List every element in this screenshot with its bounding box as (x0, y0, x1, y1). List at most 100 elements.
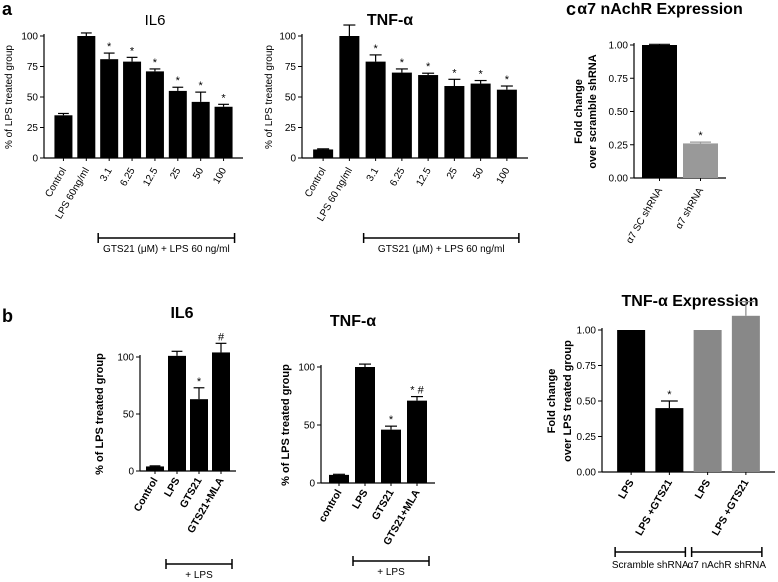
group-label: + LPS (377, 567, 405, 578)
bar (313, 149, 334, 158)
y-axis-label: % of LPS treated group (4, 45, 15, 149)
bar (655, 408, 684, 472)
significance-marker: * (426, 61, 431, 73)
significance-marker: * (197, 376, 202, 388)
significance-marker: * (107, 41, 112, 53)
significance-marker: * (667, 389, 672, 401)
significance-marker: * (199, 80, 204, 92)
group-label: + LPS (185, 570, 213, 581)
y-tick-label: 0 (128, 467, 134, 478)
significance-marker: * (373, 43, 378, 55)
bar (329, 474, 349, 483)
chart-a_il6: IL6% of LPS treated group0255075100Contr… (4, 12, 243, 255)
bar (191, 101, 210, 158)
y-axis-label: over scramble shRNA (587, 54, 599, 168)
category-label: LPS (693, 478, 714, 502)
category-label: α7 SC shRNA (624, 186, 665, 246)
y-axis-label: % of LPS treated group (94, 353, 106, 475)
y-axis-label: over LPS treated group (562, 340, 574, 462)
bar (339, 36, 360, 158)
category-label: 100 (495, 166, 513, 186)
y-tick-label: 1.00 (577, 326, 597, 337)
category-label: 6.25 (388, 166, 407, 189)
panel-label-b: b (2, 306, 13, 326)
bar (146, 466, 164, 471)
bar (391, 72, 412, 158)
y-axis-label: Fold change (573, 79, 585, 144)
category-label: LPS (616, 478, 637, 502)
significance-marker: * (176, 75, 181, 87)
significance-marker: * (505, 74, 510, 86)
y-tick-label: 0.00 (577, 468, 597, 479)
y-tick-label: 1.00 (609, 41, 629, 52)
chart-title: TNF-α (330, 313, 376, 330)
y-tick-label: 50 (123, 410, 135, 421)
significance-marker: * (698, 130, 703, 142)
bar (100, 59, 119, 158)
category-label: 12.5 (141, 166, 160, 189)
bar (731, 315, 760, 472)
bar (77, 36, 96, 158)
bar (145, 71, 164, 158)
bar (444, 86, 465, 158)
y-tick-label: 75 (27, 62, 39, 73)
category-label: 50 (471, 166, 486, 182)
bar (470, 83, 491, 158)
chart-a_tnf: TNF-α % of LPS treated group 0 25 50 75 100 Con… (264, 12, 528, 255)
category-label: LPS (350, 488, 371, 512)
y-tick-label: 25 (285, 123, 297, 134)
y-axis-label: % of LPS treated group (264, 45, 275, 149)
significance-marker: * (153, 57, 158, 69)
category-label: 25 (168, 166, 183, 182)
chart-title: IL6 (145, 12, 166, 29)
y-tick-label: 50 (27, 93, 39, 104)
category-label: LPS (162, 476, 183, 500)
y-tick-label: 100 (298, 363, 315, 374)
category-label: Control (132, 475, 161, 513)
significance-marker: * (400, 57, 405, 69)
bar (407, 400, 427, 483)
y-tick-label: 0.25 (577, 432, 597, 443)
y-tick-label: 75 (285, 62, 297, 73)
panel-label-a: a (2, 0, 13, 19)
y-tick-label: 0 (309, 479, 315, 490)
y-tick-label: 0 (32, 154, 38, 165)
bar (418, 75, 439, 158)
bar (190, 399, 208, 471)
bar (54, 115, 73, 158)
y-tick-label: 100 (279, 32, 296, 43)
bar (496, 89, 517, 158)
y-tick-label: 0.50 (577, 397, 597, 408)
y-tick-label: 0.50 (609, 107, 629, 118)
category-label: 3.1 (98, 166, 115, 184)
category-label: 100 (211, 166, 229, 186)
significance-marker: * (452, 67, 457, 79)
category-label: 3.1 (365, 166, 382, 184)
bar (693, 330, 722, 472)
bar (642, 45, 677, 178)
bar (168, 355, 186, 471)
category-label: control (316, 487, 344, 524)
y-axis-label: Fold change (546, 369, 558, 434)
chart-title: TNF-α Expression (622, 293, 759, 310)
y-tick-label: 0.75 (609, 74, 629, 85)
y-tick-label: 0.75 (577, 361, 597, 372)
category-label: LPS +GTS21 (633, 477, 675, 537)
bar (381, 429, 401, 483)
y-tick-label: 0 (290, 154, 296, 165)
y-tick-label: 50 (285, 93, 297, 104)
group-label: α7 nAchR shRNA (687, 560, 766, 571)
significance-marker: * # (410, 385, 424, 397)
chart-title: IL6 (170, 305, 193, 322)
significance-marker: * (389, 414, 394, 426)
y-tick-label: 50 (304, 421, 316, 432)
y-tick-label: 100 (117, 353, 134, 364)
category-label: LPS +GTS21 (710, 477, 752, 537)
chart-b_tnf: TNF-α % of LPS treated group 0 50 100 control… (280, 313, 435, 578)
bar (123, 61, 142, 159)
bar (683, 143, 718, 178)
bar (617, 330, 646, 472)
y-tick-label: 100 (21, 32, 38, 43)
category-label: Control (303, 166, 329, 199)
